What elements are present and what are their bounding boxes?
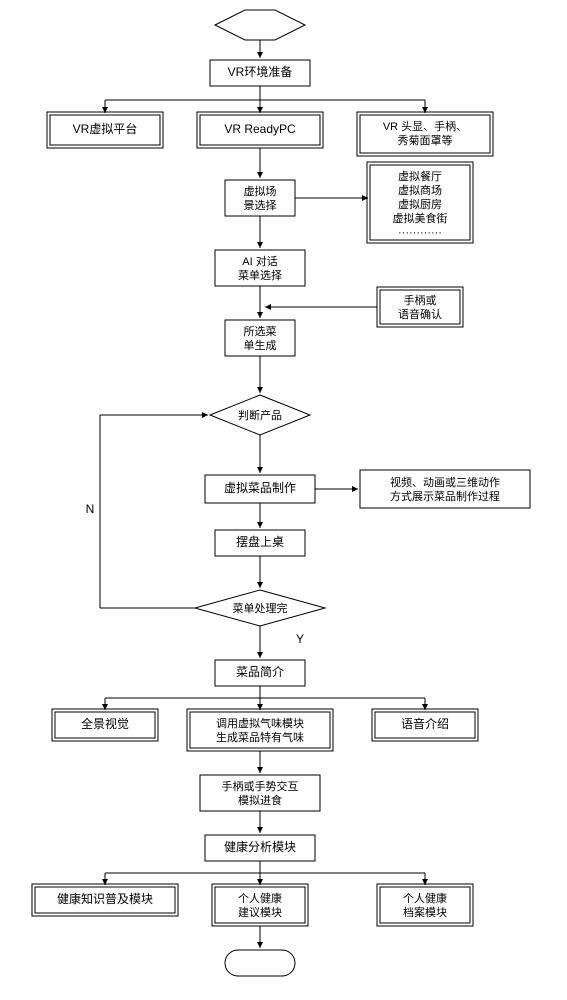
svg-text:Y: Y [296, 632, 304, 646]
svg-text:菜品简介: 菜品简介 [236, 665, 284, 679]
svg-text:生成菜品特有气味: 生成菜品特有气味 [216, 730, 304, 744]
flowchart-canvas: VR环境准备 VR虚拟平台 VR ReadyPC VR 头显、手柄、 秀菊面罩等… [0, 0, 567, 1000]
svg-text:菜单选择: 菜单选择 [238, 268, 282, 282]
svg-text:全景视觉: 全景视觉 [81, 716, 129, 731]
svg-text:手柄或手势交互: 手柄或手势交互 [222, 779, 299, 793]
end-terminator [225, 950, 295, 976]
svg-text:判断产品: 判断产品 [238, 408, 282, 422]
svg-text:所选菜: 所选菜 [244, 325, 277, 338]
svg-text:菜单处理完: 菜单处理完 [233, 601, 288, 615]
svg-text:虚拟厨房: 虚拟厨房 [398, 197, 442, 211]
svg-text:虚拟餐厅: 虚拟餐厅 [398, 169, 442, 183]
svg-text:模拟进食: 模拟进食 [238, 793, 282, 807]
svg-text:个人健康: 个人健康 [403, 891, 447, 905]
vr-readypc-label: VR ReadyPC [224, 122, 296, 136]
svg-text:建议模块: 建议模块 [238, 905, 282, 919]
svg-text:健康知识普及模块: 健康知识普及模块 [57, 891, 153, 906]
vr-headset-l1: VR 头显、手柄、 [383, 119, 467, 133]
svg-text:摆盘上桌: 摆盘上桌 [236, 534, 284, 549]
start-terminator [215, 10, 305, 40]
svg-text:方式展示菜品制作过程: 方式展示菜品制作过程 [390, 489, 500, 503]
svg-text:健康分析模块: 健康分析模块 [224, 839, 296, 854]
svg-text:语音确认: 语音确认 [398, 307, 442, 321]
svg-text:语音介绍: 语音介绍 [401, 716, 449, 731]
svg-text:············: ············ [398, 227, 442, 239]
svg-text:个人健康: 个人健康 [238, 891, 282, 905]
vr-headset-l2: 秀菊面罩等 [398, 133, 453, 147]
svg-text:视频、动画或三维动作: 视频、动画或三维动作 [390, 475, 500, 489]
svg-text:AI 对话: AI 对话 [242, 254, 277, 268]
svg-text:虚拟美食街: 虚拟美食街 [393, 211, 448, 225]
vr-env-prep-label: VR环境准备 [228, 64, 293, 79]
svg-text:虚拟商场: 虚拟商场 [398, 183, 442, 197]
svg-text:景选择: 景选择 [244, 198, 277, 212]
svg-text:档案模块: 档案模块 [403, 905, 447, 919]
vr-platform-label: VR虚拟平台 [73, 121, 138, 136]
svg-text:N: N [86, 502, 95, 516]
svg-text:手柄或: 手柄或 [404, 293, 437, 307]
svg-text:虚拟菜品制作: 虚拟菜品制作 [224, 481, 296, 495]
svg-text:虚拟场: 虚拟场 [244, 184, 277, 198]
svg-text:单生成: 单生成 [244, 338, 277, 352]
svg-text:调用虚拟气味模块: 调用虚拟气味模块 [216, 716, 304, 730]
